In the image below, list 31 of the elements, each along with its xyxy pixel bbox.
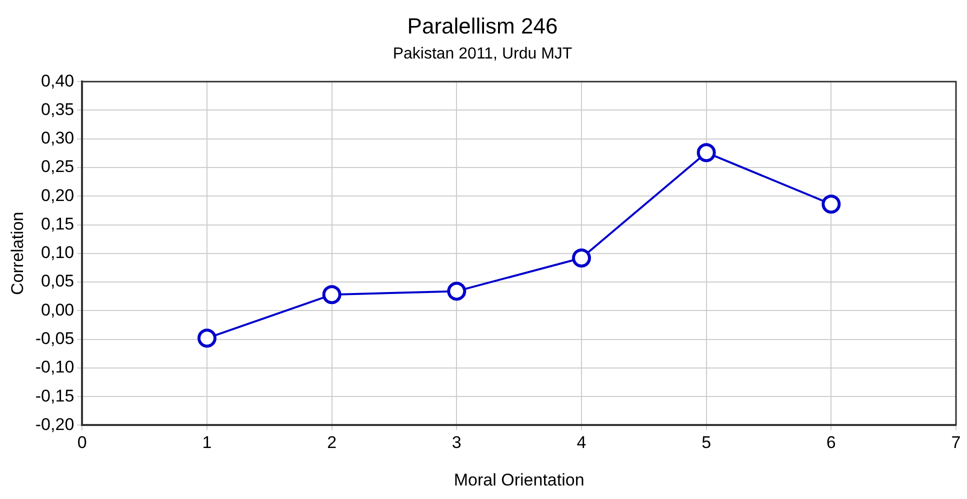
x-tick-label: 5	[702, 433, 712, 452]
y-tick-label: 0,25	[41, 157, 74, 176]
y-tick-label: 0,10	[41, 243, 74, 262]
point	[197, 328, 216, 348]
y-tick-label: 0,35	[41, 100, 74, 119]
y-tick-label: 0,00	[41, 300, 74, 320]
y-tick-label: 0,20	[41, 186, 74, 205]
y-tick-label: -0,05	[35, 328, 74, 348]
x-axis-title: Moral Orientation	[454, 470, 584, 490]
y-tick-label: -0,10	[35, 358, 74, 377]
x-tick-label: 1	[202, 433, 212, 452]
chart-title: Paralellism 246	[407, 13, 558, 38]
point	[572, 248, 591, 268]
chart-subtitle: Pakistan 2011, Urdu MJT	[392, 45, 572, 62]
x-tick-label: 2	[327, 433, 337, 452]
point	[447, 282, 466, 301]
y-axis-title: Correlation	[8, 212, 27, 295]
y-tick-label: 0,40	[41, 71, 74, 90]
x-tick-label: 3	[452, 433, 462, 452]
y-tick-label: 0,30	[41, 128, 74, 148]
y-tick-label: 0,05	[41, 272, 74, 291]
y-tick-label: -0,15	[35, 386, 74, 406]
y-tick-label: 0,15	[41, 214, 74, 234]
point	[696, 143, 716, 162]
y-tick-label: -0,20	[35, 414, 74, 434]
point	[322, 285, 342, 304]
x-tick-label: 7	[951, 433, 961, 452]
x-tick-label: 4	[576, 433, 586, 452]
point	[822, 194, 841, 214]
x-tick-label: 0	[77, 433, 87, 452]
x-tick-label: 6	[826, 433, 836, 452]
